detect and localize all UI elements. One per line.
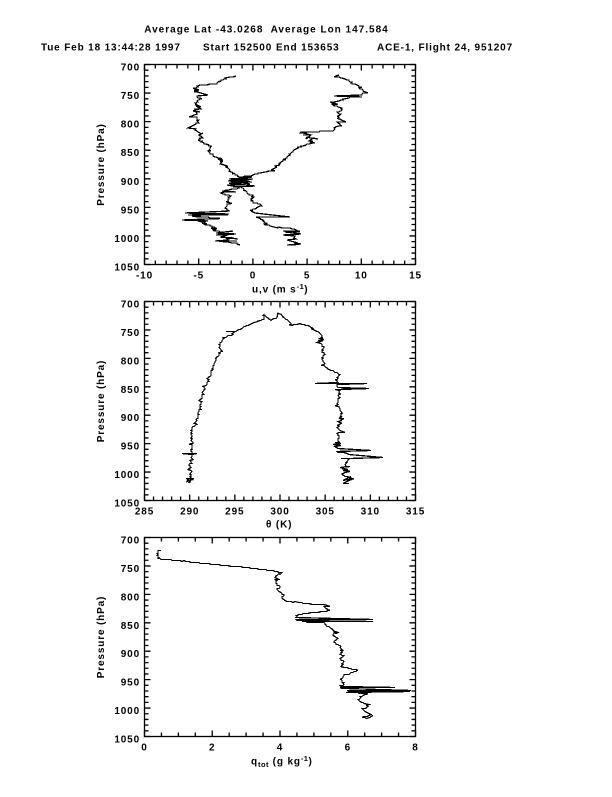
svg-text:850: 850: [121, 148, 140, 159]
svg-text:850: 850: [121, 621, 140, 632]
svg-text:750: 750: [121, 564, 140, 575]
svg-text:-5: -5: [193, 271, 204, 282]
svg-text:ACE-1, Flight 24, 951207: ACE-1, Flight 24, 951207: [377, 43, 513, 54]
svg-text:700: 700: [121, 536, 140, 547]
svg-text:950: 950: [121, 442, 140, 453]
svg-text:1050: 1050: [114, 735, 140, 746]
svg-text:-10: -10: [136, 271, 153, 282]
svg-text:285: 285: [135, 507, 154, 518]
svg-text:5: 5: [304, 271, 310, 282]
svg-text:900: 900: [121, 649, 140, 660]
svg-text:310: 310: [361, 507, 380, 518]
svg-text:315: 315: [406, 507, 425, 518]
svg-text:u,v (m s-1): u,v (m s-1): [252, 282, 308, 296]
svg-text:End 153653: End 153653: [276, 43, 340, 54]
svg-text:900: 900: [121, 413, 140, 424]
svg-text:800: 800: [121, 592, 140, 603]
svg-text:4: 4: [277, 743, 283, 754]
svg-text:Pressure (hPa): Pressure (hPa): [96, 596, 107, 679]
svg-text:700: 700: [121, 63, 140, 74]
svg-text:15: 15: [409, 271, 422, 282]
svg-text:10: 10: [355, 271, 368, 282]
svg-text:Tue Feb 18 13:44:28 1997: Tue Feb 18 13:44:28 1997: [41, 43, 181, 54]
svg-text:Start 152500: Start 152500: [203, 43, 272, 54]
svg-text:1050: 1050: [114, 263, 140, 274]
svg-text:850: 850: [121, 385, 140, 396]
svg-text:750: 750: [121, 328, 140, 339]
svg-text:2: 2: [209, 743, 215, 754]
svg-text:8: 8: [412, 743, 418, 754]
svg-text:1000: 1000: [114, 706, 140, 717]
svg-text:1050: 1050: [114, 499, 140, 510]
svg-text:290: 290: [180, 507, 199, 518]
svg-text:300: 300: [270, 507, 289, 518]
svg-text:6: 6: [345, 743, 351, 754]
svg-text:θ (K): θ (K): [266, 520, 292, 531]
svg-text:Average Lat -43.0268 Average: Average Lat -43.0268 Average Lon 147.584: [144, 25, 388, 36]
svg-text:800: 800: [121, 356, 140, 367]
svg-text:Pressure (hPa): Pressure (hPa): [96, 360, 107, 443]
svg-text:750: 750: [121, 91, 140, 102]
svg-text:1000: 1000: [114, 234, 140, 245]
svg-text:950: 950: [121, 205, 140, 216]
svg-text:Pressure (hPa): Pressure (hPa): [96, 123, 107, 206]
svg-text:800: 800: [121, 120, 140, 131]
svg-text:0: 0: [141, 743, 147, 754]
svg-text:950: 950: [121, 678, 140, 689]
svg-text:305: 305: [316, 507, 335, 518]
svg-text:700: 700: [121, 300, 140, 311]
svg-text:295: 295: [225, 507, 244, 518]
svg-text:900: 900: [121, 177, 140, 188]
svg-text:0: 0: [250, 271, 256, 282]
svg-text:1000: 1000: [114, 470, 140, 481]
